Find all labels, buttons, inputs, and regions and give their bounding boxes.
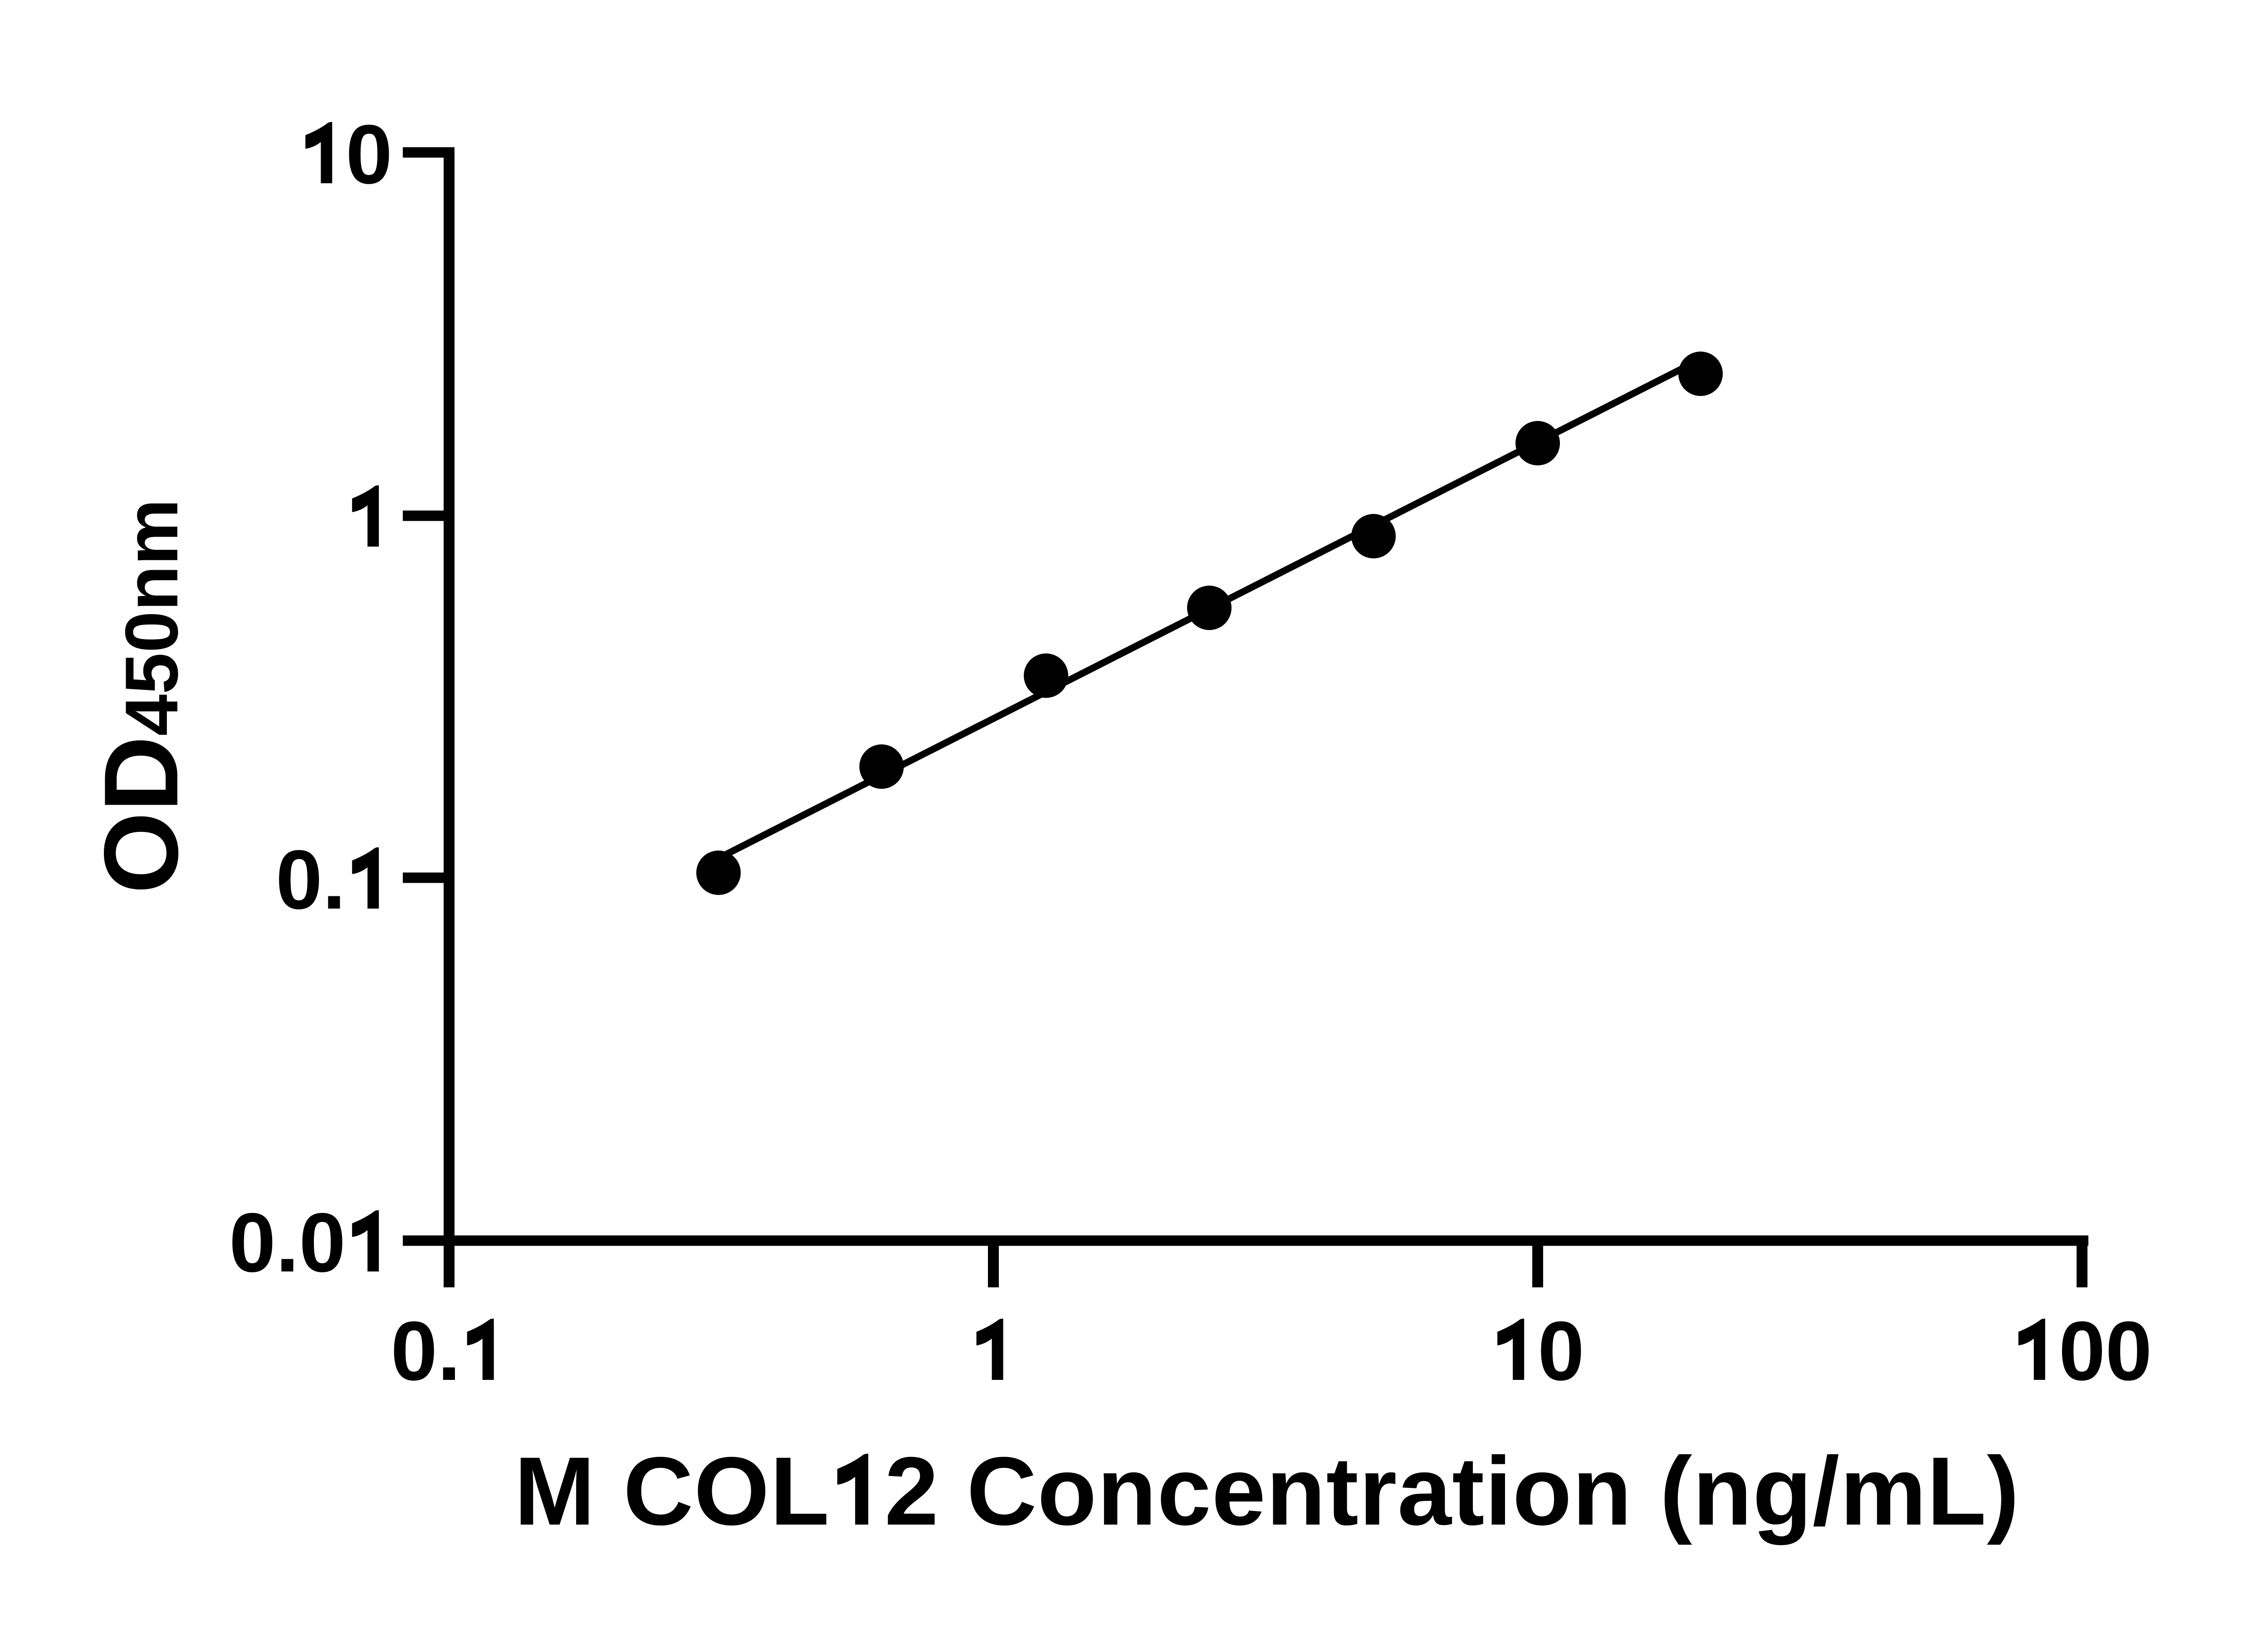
svg-text:0: 0	[346, 108, 392, 201]
svg-text:0.: 0.	[276, 833, 346, 927]
svg-text:00: 00	[2059, 1305, 2152, 1398]
svg-text:0.: 0.	[391, 1305, 460, 1398]
svg-text:M COL: M COL	[514, 1437, 830, 1545]
svg-text:0.0: 0.0	[229, 1196, 346, 1290]
svg-text:0: 0	[1538, 1305, 1584, 1398]
svg-text:2 Concentration (ng/mL): 2 Concentration (ng/mL)	[885, 1437, 2020, 1545]
